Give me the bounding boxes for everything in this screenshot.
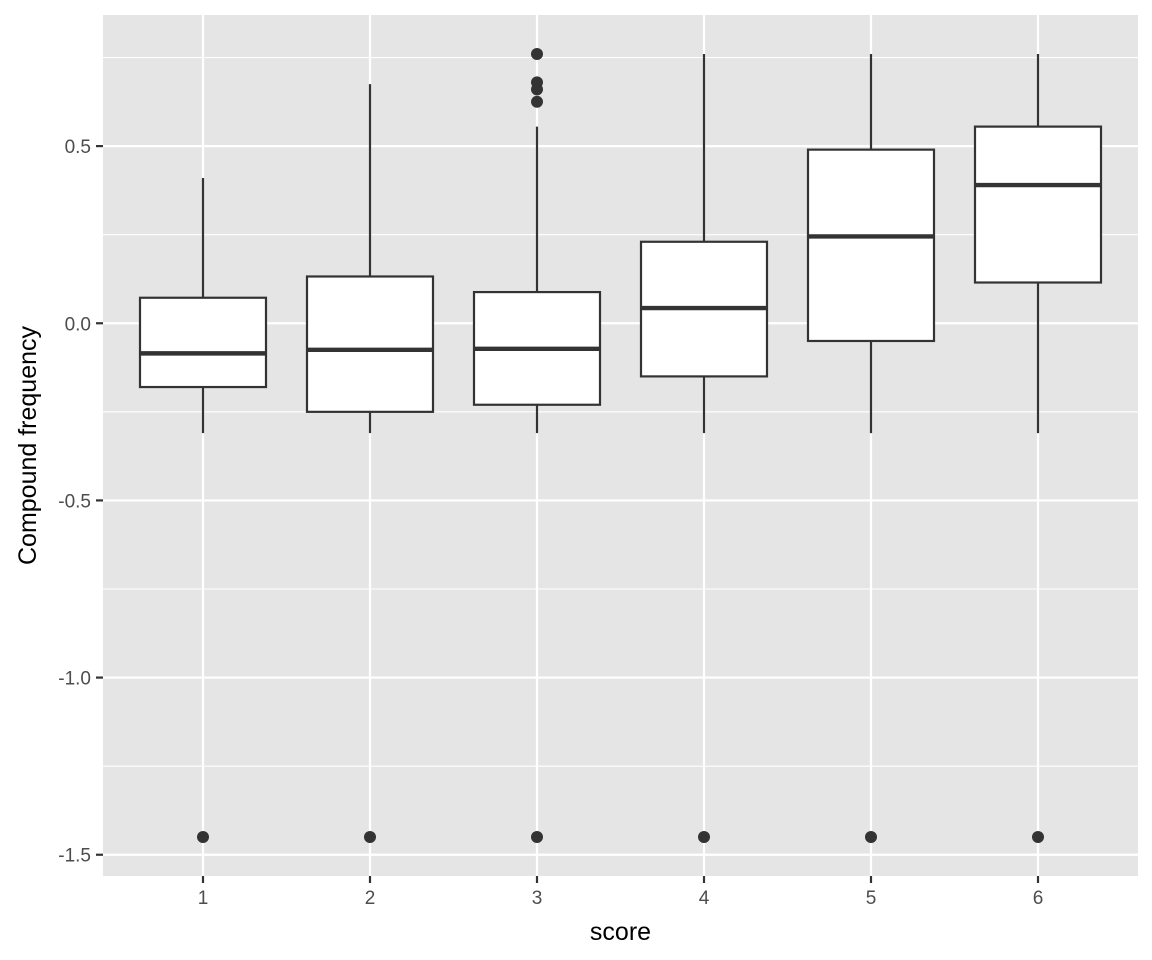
y-tick-label: -0.5 (58, 491, 91, 512)
x-tick-label: 2 (365, 888, 376, 909)
outlier-point (698, 831, 710, 844)
outlier-point (531, 831, 543, 844)
box-group-5 (806, 53, 936, 844)
x-tick-label: 1 (198, 888, 209, 909)
y-axis: 0.5 0.0 -0.5 -1.0 -1.5 (58, 137, 103, 867)
box-iqr (305, 275, 435, 413)
box-iqr (973, 125, 1103, 284)
y-tick-label: -1.0 (58, 669, 91, 690)
plot-panel-background (103, 15, 1138, 876)
x-tick-label: 5 (866, 888, 877, 909)
box-group-1 (138, 177, 268, 844)
x-axis: 1 2 3 4 5 6 (198, 876, 1044, 909)
x-tick-label: 6 (1033, 888, 1044, 909)
outlier-point (531, 83, 543, 96)
outlier-point (865, 831, 877, 844)
box-group-4 (639, 53, 769, 844)
box-group-3 (472, 47, 602, 844)
box-iqr (138, 296, 268, 389)
x-tick-label: 4 (699, 888, 710, 909)
boxes (138, 47, 1103, 844)
y-tick-label: -1.5 (58, 846, 91, 867)
x-tick-label: 3 (532, 888, 543, 909)
outlier-point (1032, 831, 1044, 844)
grid-lines (103, 15, 1138, 876)
x-axis-title: score (590, 918, 651, 946)
box-group-6 (973, 53, 1103, 844)
y-axis-title: Compound frequency (14, 325, 42, 565)
outlier-point (531, 95, 543, 108)
y-tick-label: 0.5 (65, 137, 91, 158)
box-iqr (806, 148, 936, 343)
box-group-2 (305, 84, 435, 844)
outlier-point (197, 831, 209, 844)
outlier-point (531, 47, 543, 60)
outlier-point (364, 831, 376, 844)
y-tick-label: 0.0 (65, 314, 91, 335)
